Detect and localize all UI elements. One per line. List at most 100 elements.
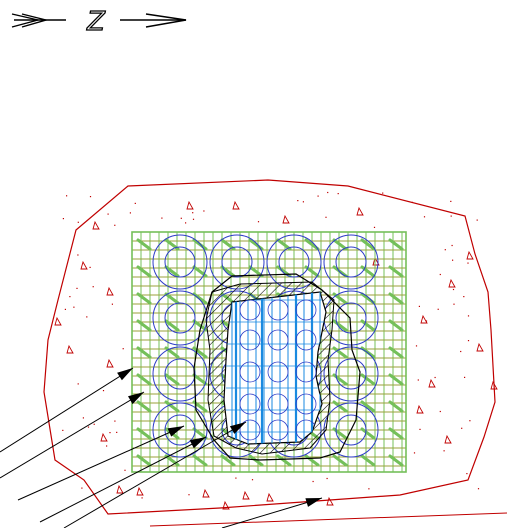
core-reinforcement [226,292,326,444]
pile-inner-circle [164,358,196,390]
mesh-tie-mark [136,265,152,278]
pile-inner-circle [335,414,367,446]
soil-dot [116,431,118,433]
soil-dot [439,410,441,413]
soil-triangle [416,404,424,414]
soil-dot [73,306,75,308]
soil-dot [337,193,339,195]
soil-dot [425,320,428,322]
mesh-tie-mark [192,346,208,359]
soil-dot [467,315,470,317]
soil-dot [161,217,163,219]
soil-dot [444,249,446,251]
soil-dot [477,488,480,490]
soil-dot [327,191,329,194]
soil-triangle [476,342,484,352]
soil-dot [257,221,260,223]
mesh-tie-mark [248,265,264,278]
soil-triangle [92,220,100,230]
mesh-tie-mark [304,454,320,467]
soil-triangle [266,492,274,502]
soil-dot [453,303,455,305]
pile-outer-circle [323,346,379,402]
mesh-tie-mark [332,346,348,359]
mesh-tie-mark [248,454,264,467]
soil-dot [467,262,469,264]
soil-dot [476,219,478,221]
soil-triangle [136,486,144,496]
soil-dot [418,305,420,307]
mesh-tie-mark [360,319,376,332]
soil-dot [326,477,328,480]
core-pile-circle [267,419,289,441]
mesh-tie-mark [360,238,376,251]
soil-dot [382,192,384,194]
soil-dot [325,216,327,218]
mesh-tie-mark [332,400,348,413]
soil-triangle [326,496,334,506]
soil-dot [450,215,452,217]
mesh-tie-mark [388,238,404,251]
soil-dot [76,287,78,289]
soil-dot [192,218,195,220]
soil-dot [124,469,126,471]
soil-dot [417,379,419,381]
soil-dot [129,212,131,214]
mesh-tie-mark [304,238,320,251]
mesh-tie-mark [164,319,180,332]
mesh-tie-mark [388,319,404,332]
pile-inner-circle [221,246,253,278]
mesh-tie-mark [388,265,404,278]
soil-triangle [222,500,230,510]
core-pile-circle [295,329,317,351]
soil-dot [373,226,376,228]
mesh-tie-mark [388,373,404,386]
soil-dot [317,195,319,197]
soil-triangle [106,286,114,296]
core-pile-circle [295,393,317,415]
soil-dot [419,428,421,430]
pile-outer-circle [209,234,265,290]
soil-symbol-layer [54,191,498,510]
soil-dot [82,417,84,419]
core-pile-circle [239,361,261,383]
mesh-tie-mark [360,400,376,413]
mesh-tie-mark [136,454,152,467]
mesh-tie-mark [388,427,404,440]
mesh-tie-mark [164,373,180,386]
soil-dot [312,480,314,483]
soil-triangle [372,256,380,266]
soil-triangle [116,484,124,494]
mesh-tie-mark [136,427,152,440]
leader-line [0,367,134,453]
mesh-tie-mark [332,319,348,332]
core-pile-circle [295,299,317,321]
mesh-tie-mark [388,346,404,359]
core-pile-circle [239,329,261,351]
site-boundary [43,179,507,527]
pile-inner-circle [278,246,310,278]
mesh-tie-mark [360,427,376,440]
soil-triangle [54,316,62,326]
soil-dot [251,479,254,481]
soil-dot [466,473,468,475]
mesh-tie-mark [164,265,180,278]
soil-dot [106,445,108,447]
core-pile-circle [267,393,289,415]
soil-dot [64,308,66,310]
soil-triangle [66,344,74,354]
pile-outer-circle [152,402,208,458]
soil-dot [434,376,436,379]
soil-triangle [80,260,88,270]
soil-dot [437,308,439,310]
soil-dot [69,296,71,298]
leader-line [17,425,185,501]
soil-dot [411,201,413,203]
core-pile-circle [239,393,261,415]
soil-triangle [242,490,250,500]
leader-line [221,497,323,528]
mesh-tie-mark [192,427,208,440]
soil-dot [81,487,83,489]
leader-line [0,391,145,479]
